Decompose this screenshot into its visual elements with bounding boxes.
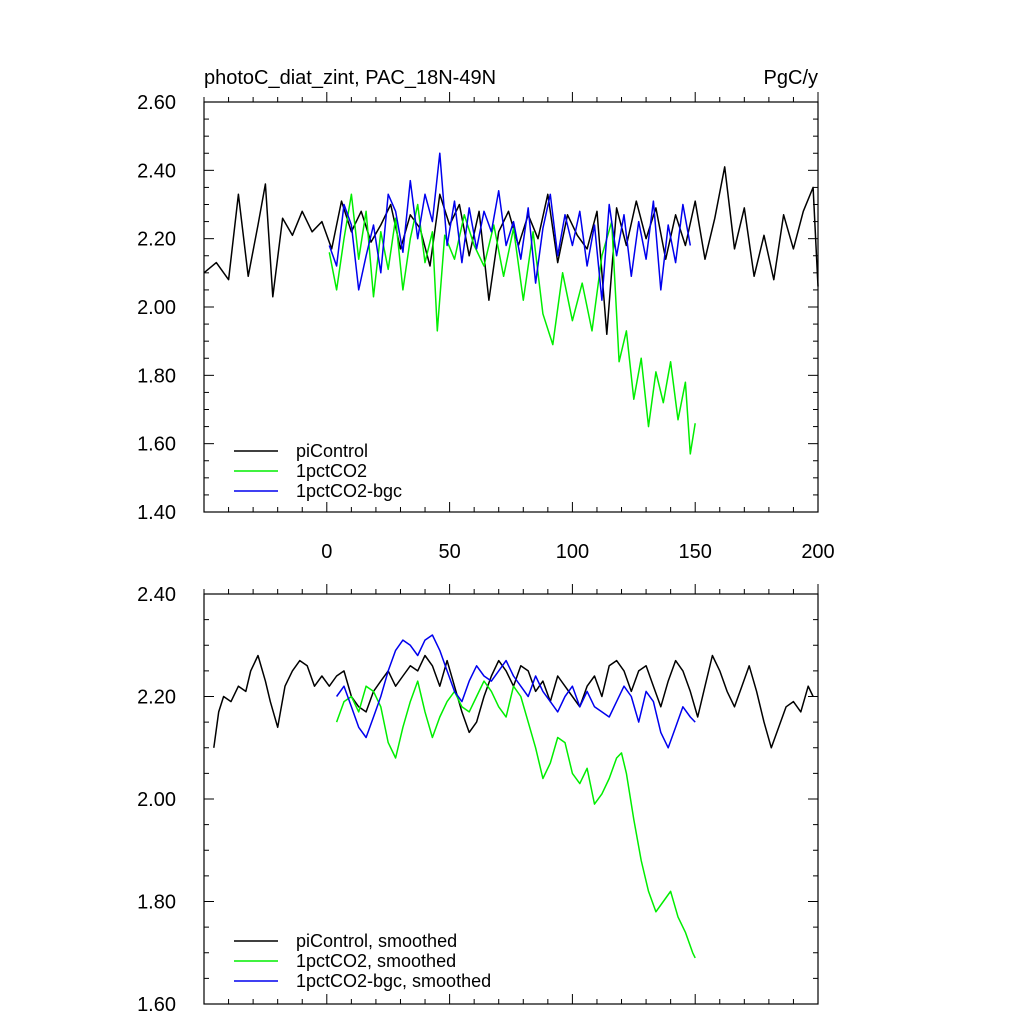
x-tick-label: 100 bbox=[556, 541, 589, 563]
units-label: PgC/y bbox=[764, 67, 818, 89]
chart-title: photoC_diat_zint, PAC_18N-49N bbox=[204, 67, 496, 89]
series-line-1pctco2-smoothed bbox=[335, 680, 696, 959]
y-tick-label: 1.60 bbox=[137, 994, 176, 1016]
legend-label: 1pctCO2-bgc, smoothed bbox=[296, 971, 491, 991]
y-tick-label: 2.20 bbox=[137, 229, 176, 251]
y-tick-label: 1.40 bbox=[137, 502, 176, 524]
x-tick-label: 150 bbox=[679, 541, 712, 563]
y-tick-label: 2.40 bbox=[137, 584, 176, 606]
legend-label: 1pctCO2-bgc bbox=[296, 481, 402, 501]
y-tick-label: 1.80 bbox=[137, 365, 176, 387]
y-tick-label: 2.40 bbox=[137, 160, 176, 182]
y-tick-label: 2.20 bbox=[137, 687, 176, 709]
series-line-picontrol-smoothed bbox=[213, 654, 814, 749]
legend-label: piControl bbox=[296, 441, 368, 461]
y-tick-label: 2.00 bbox=[137, 789, 176, 811]
y-tick-label: 1.60 bbox=[137, 434, 176, 456]
series-line-1pctco2-bgc-smoothed bbox=[335, 634, 696, 749]
legend-label: piControl, smoothed bbox=[296, 931, 457, 951]
series-line-1pctco2-bgc bbox=[328, 152, 692, 301]
x-tick-label: 0 bbox=[321, 541, 332, 563]
chart-panel-1: 1.40 1.60 1.80 2.00 2.20 2.40 2.60 0 50 100 150 200… bbox=[137, 67, 835, 563]
legend-label: 1pctCO2, smoothed bbox=[296, 951, 456, 971]
series-line-picontrol bbox=[203, 166, 819, 336]
series-line-1pctco2 bbox=[328, 193, 696, 455]
x-tick-label: 50 bbox=[438, 541, 460, 563]
legend-label: 1pctCO2 bbox=[296, 461, 367, 481]
y-tick-label: 2.00 bbox=[137, 297, 176, 319]
x-tick-label: 200 bbox=[801, 541, 834, 563]
y-tick-label: 1.80 bbox=[137, 892, 176, 914]
y-tick-label: 2.60 bbox=[137, 92, 176, 114]
